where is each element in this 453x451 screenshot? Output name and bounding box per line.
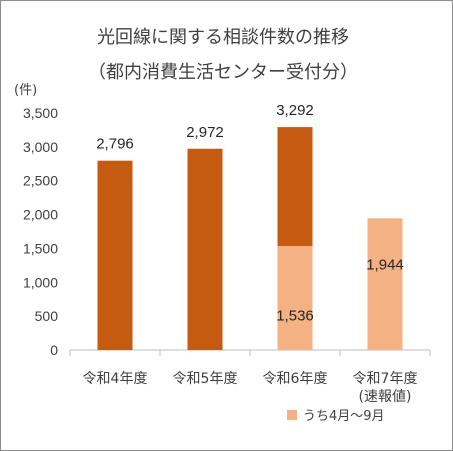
bar-layer — [97, 127, 403, 351]
y-unit-label: (件) — [14, 83, 37, 98]
bar-partial — [277, 245, 313, 350]
axis-layer: 0 500 1,000 1,500 2,000 2,500 3,000 3,500 令和4年度 令… — [23, 105, 431, 405]
bar-partial — [367, 218, 403, 350]
y-tick-label: 1,000 — [23, 274, 58, 290]
bar-total-label: 3,292 — [276, 102, 314, 119]
y-tick-label: 0 — [50, 342, 58, 358]
y-tick-label: 3,000 — [23, 139, 58, 155]
x-category-label: 令和4年度 — [83, 371, 148, 387]
legend-label: うち4月～9月 — [303, 409, 385, 424]
bar-total-label: 2,796 — [96, 136, 134, 153]
chart-title: 光回線に関する相談件数の推移 — [97, 27, 349, 48]
x-category-sublabel: (速報値) — [359, 389, 412, 405]
y-tick-label: 3,500 — [23, 105, 58, 121]
x-category-label: 令和6年度 — [263, 371, 328, 387]
bar-partial-label: 1,944 — [366, 256, 404, 273]
y-tick-label: 500 — [35, 308, 59, 324]
x-category-label: 令和5年度 — [173, 371, 238, 387]
y-tick-label: 1,500 — [23, 240, 58, 256]
bar-total — [187, 148, 223, 350]
label-layer: 2,796 2,972 3,292 1,536 1,944 — [96, 102, 404, 324]
legend: うち4月～9月 — [287, 409, 385, 424]
y-tick-label: 2,000 — [23, 207, 58, 223]
chart-subtitle: （都内消費生活センター受付分） — [88, 62, 358, 83]
bar-total-label: 2,972 — [186, 124, 224, 141]
x-category-label: 令和7年度 — [353, 371, 418, 387]
legend-swatch — [287, 410, 297, 420]
bar-total — [97, 160, 133, 350]
y-tick-label: 2,500 — [23, 173, 58, 189]
bar-partial-label: 1,536 — [276, 307, 314, 324]
